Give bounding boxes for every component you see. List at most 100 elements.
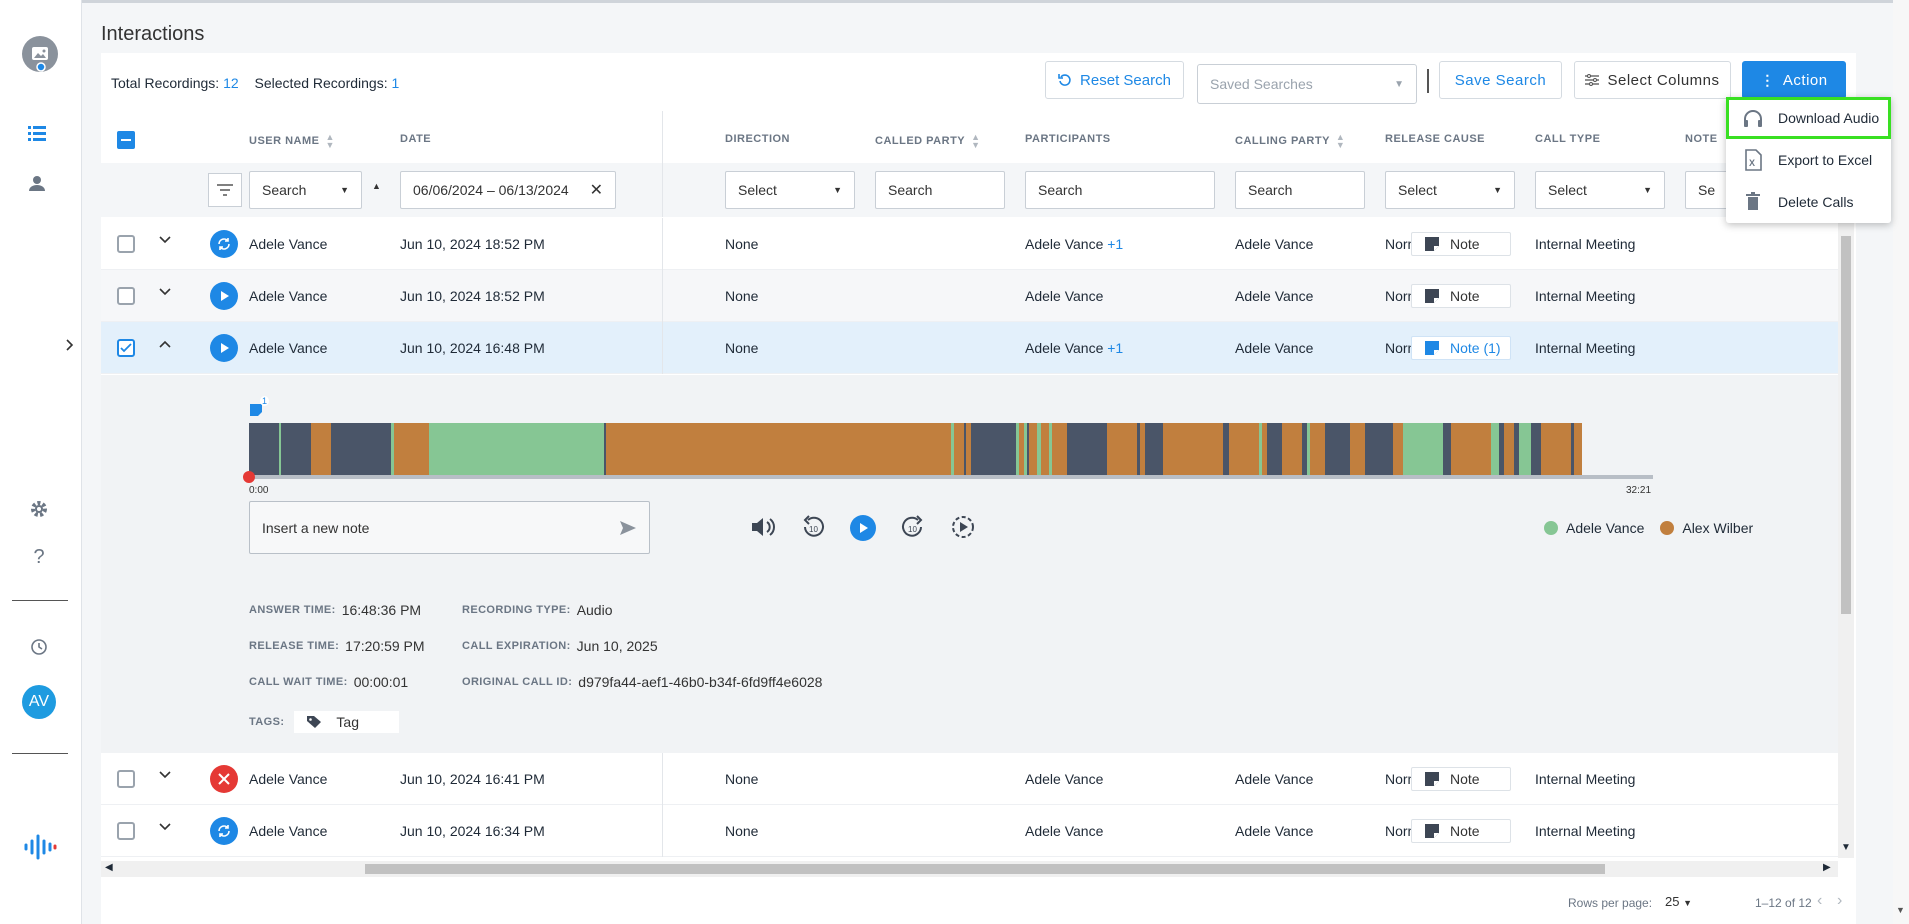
export-excel-menu-item[interactable]: X Export to Excel	[1726, 139, 1891, 181]
new-note-input[interactable]: Insert a new note	[249, 501, 650, 554]
person-icon[interactable]	[17, 163, 57, 203]
playhead[interactable]	[243, 471, 255, 483]
timeline-segment	[1137, 423, 1140, 475]
scroll-right-icon[interactable]: ▶	[1823, 862, 1831, 873]
answer-time-label: ANSWER TIME:	[249, 604, 336, 616]
vertical-scrollbar[interactable]: ▼	[1838, 218, 1854, 858]
expand-sidebar-icon[interactable]	[50, 325, 90, 365]
col-calling-party[interactable]: CALLING PARTY ▲ ▼	[1235, 133, 1345, 150]
scroll-left-icon[interactable]: ◀	[105, 862, 113, 873]
filter-icon-button[interactable]	[208, 173, 242, 207]
forward-10-icon[interactable]: 10	[900, 514, 926, 543]
page-scrollbar[interactable]: ▼	[1893, 0, 1909, 924]
logo-avatar[interactable]	[20, 34, 60, 74]
answer-time: ANSWER TIME: 16:48:36 PM	[249, 602, 421, 618]
download-audio-menu-item[interactable]: Download Audio	[1726, 97, 1891, 139]
timeline-segment	[1107, 423, 1137, 475]
row-checkbox[interactable]	[117, 770, 135, 788]
col-called-party[interactable]: CALLED PARTY ▲ ▼	[875, 132, 981, 150]
note-button[interactable]: Note	[1411, 232, 1511, 256]
col-note[interactable]: NOTE	[1685, 133, 1718, 145]
vertical-scroll-thumb[interactable]	[1841, 236, 1851, 614]
col-call-type[interactable]: CALL TYPE	[1535, 133, 1600, 145]
chevron-down-icon[interactable]	[157, 767, 173, 783]
note-button[interactable]: Note	[1411, 284, 1511, 308]
error-icon[interactable]	[210, 765, 238, 793]
row-checkbox[interactable]	[117, 822, 135, 840]
horizontal-scroll-thumb[interactable]	[365, 864, 1605, 874]
rewind-10-icon[interactable]: 10	[800, 514, 826, 543]
date-range-filter[interactable]: 06/06/2024 – 06/13/2024 ✕	[400, 171, 616, 209]
saved-searches-dropdown[interactable]: Saved Searches ▼	[1197, 64, 1417, 104]
participants-extra[interactable]: +1	[1107, 236, 1124, 252]
direction-filter[interactable]: Select ▼	[725, 171, 855, 209]
user-avatar[interactable]: AV	[19, 682, 59, 722]
table-row[interactable]: Adele Vance Jun 10, 2024 16:41 PM None A…	[101, 753, 1838, 805]
pagination-footer: Rows per page: 25 ▼ 1–12 of 12 ‹ ›	[101, 874, 1856, 924]
page-scroll-down-icon[interactable]: ▼	[1896, 905, 1905, 915]
volume-icon[interactable]	[750, 515, 776, 542]
note-marker-icon[interactable]: 1	[249, 396, 270, 417]
col-release-cause[interactable]: RELEASE CAUSE	[1385, 133, 1485, 145]
table-row[interactable]: Adele Vance Jun 10, 2024 18:52 PM None A…	[101, 218, 1838, 270]
note-button[interactable]: Note (1)	[1411, 336, 1511, 360]
chevron-down-icon[interactable]	[157, 284, 173, 300]
send-icon[interactable]	[619, 520, 637, 536]
release-cause-filter[interactable]: Select ▼	[1385, 171, 1515, 209]
col-direction[interactable]: DIRECTION	[725, 133, 790, 145]
rows-per-page-select[interactable]: 25 ▼	[1665, 894, 1692, 909]
next-page-icon[interactable]: ›	[1837, 892, 1843, 909]
prev-page-icon[interactable]: ‹	[1817, 892, 1823, 909]
play-icon[interactable]	[210, 334, 238, 362]
reset-search-button[interactable]: Reset Search	[1045, 61, 1184, 99]
playback-track[interactable]	[249, 475, 1653, 479]
scroll-down-icon[interactable]: ▼	[1841, 842, 1851, 853]
timeline-segment	[1024, 423, 1027, 475]
save-search-button[interactable]: Save Search	[1439, 61, 1562, 99]
call-type-filter[interactable]: Select ▼	[1535, 171, 1665, 209]
sync-icon[interactable]	[210, 817, 238, 845]
delete-calls-menu-item[interactable]: Delete Calls	[1726, 181, 1891, 223]
tag-chip[interactable]: Tag	[294, 711, 399, 733]
participants-filter[interactable]: Search	[1025, 171, 1215, 209]
select-columns-button[interactable]: Select Columns	[1574, 61, 1731, 99]
chevron-up-icon[interactable]	[157, 336, 173, 352]
speaker-timeline[interactable]	[249, 423, 1653, 475]
list-icon[interactable]	[17, 114, 57, 154]
caret-down-icon: ▼	[340, 185, 349, 195]
sync-icon[interactable]	[210, 230, 238, 258]
skip-silence-icon[interactable]	[950, 514, 976, 543]
calling-party-filter[interactable]: Search	[1235, 171, 1365, 209]
tags: TAGS: Tag	[249, 711, 399, 733]
note-button[interactable]: Note	[1411, 767, 1511, 791]
clear-icon[interactable]: ✕	[589, 182, 603, 199]
history-icon[interactable]	[19, 627, 59, 667]
action-button[interactable]: ⋮ Action	[1742, 61, 1846, 99]
chevron-down-icon[interactable]	[157, 819, 173, 835]
chevron-down-icon[interactable]	[157, 232, 173, 248]
settings-icon[interactable]	[19, 489, 59, 529]
called-party-filter[interactable]: Search	[875, 171, 1005, 209]
timeline-segment	[1145, 423, 1163, 475]
horizontal-scrollbar[interactable]: ◀ ▶	[101, 861, 1838, 877]
help-icon[interactable]: ?	[33, 545, 45, 568]
play-icon[interactable]	[210, 282, 238, 310]
row-checkbox[interactable]	[117, 287, 135, 305]
user-name-cell: Adele Vance	[249, 340, 328, 356]
table-row[interactable]: Adele Vance Jun 10, 2024 18:52 PM None A…	[101, 270, 1838, 322]
row-checkbox[interactable]	[117, 235, 135, 253]
table-row[interactable]: Adele Vance Jun 10, 2024 16:34 PM None A…	[101, 805, 1838, 857]
user-name-filter[interactable]: Search ▼	[249, 171, 362, 209]
play-button-icon[interactable]	[850, 515, 876, 541]
participants-extra[interactable]: +1	[1107, 340, 1124, 356]
select-all-checkbox[interactable]	[117, 131, 135, 149]
timeline-segment	[1491, 423, 1499, 475]
col-user-name[interactable]: USER NAME ▲ ▼	[249, 133, 335, 150]
note-button[interactable]: Note	[1411, 819, 1511, 843]
sort-icon: ▲ ▼	[971, 132, 981, 150]
col-participants[interactable]: PARTICIPANTS	[1025, 133, 1111, 145]
row-checkbox-checked[interactable]	[117, 339, 135, 357]
calling-party-cell: Adele Vance	[1235, 771, 1314, 787]
col-date[interactable]: DATE	[400, 133, 431, 145]
table-row-selected[interactable]: Adele Vance Jun 10, 2024 16:48 PM None A…	[101, 322, 1838, 374]
